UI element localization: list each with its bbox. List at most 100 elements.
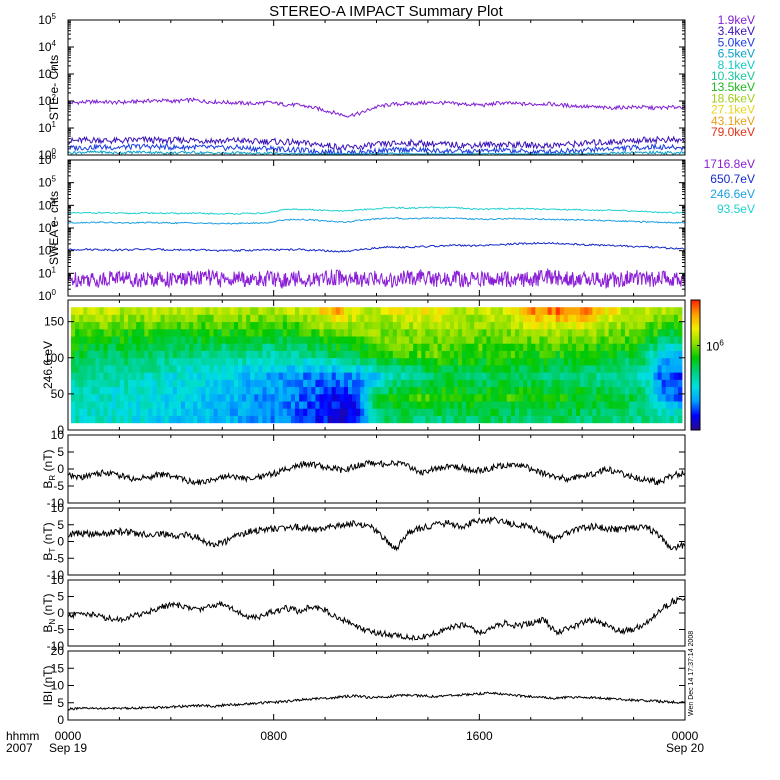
heatmap-cell <box>193 336 198 344</box>
heatmap-cell <box>278 408 284 416</box>
ste-ylabel: STE e- Cnts <box>47 55 61 120</box>
heatmap-cell <box>91 350 96 359</box>
heatmap-cell <box>555 321 561 330</box>
heatmap-cell <box>449 350 455 359</box>
heatmap-cell <box>258 386 263 395</box>
heatmap-cell <box>335 307 341 315</box>
heatmap-cell <box>225 372 231 380</box>
heatmap-cell <box>551 350 557 359</box>
heatmap-cell <box>445 350 451 359</box>
heatmap-cell <box>83 365 88 373</box>
panel-frame <box>67 579 686 647</box>
heatmap-cell <box>673 343 679 351</box>
heatmap-cell <box>519 343 524 351</box>
heatmap-cell <box>119 365 125 373</box>
heatmap-cell <box>347 386 353 395</box>
heatmap-cell <box>262 357 267 366</box>
y-tick-label: 10 <box>51 501 65 515</box>
heatmap-cell <box>437 307 443 315</box>
heatmap-cell <box>392 365 398 373</box>
heatmap-cell <box>197 386 202 395</box>
heatmap-cell <box>629 393 634 402</box>
heatmap-cell <box>576 336 581 344</box>
heatmap-cell <box>506 357 512 366</box>
heatmap-cell <box>665 314 671 323</box>
heatmap-cell <box>213 343 219 351</box>
heatmap-cell <box>645 386 650 395</box>
heatmap-cell <box>498 415 504 424</box>
heatmap-cell <box>417 393 422 402</box>
heatmap-cell <box>494 357 500 366</box>
heatmap-cell <box>286 314 292 323</box>
heatmap-cell <box>79 393 84 402</box>
heatmap-cell <box>539 386 544 395</box>
heatmap-cell <box>262 350 267 359</box>
heatmap-cell <box>295 365 300 373</box>
heatmap-cell <box>616 350 622 359</box>
heatmap-cell <box>262 415 267 424</box>
heatmap-cell <box>380 328 386 337</box>
heatmap-cell <box>372 393 377 402</box>
heatmap-cell <box>189 386 194 395</box>
heatmap-cell <box>148 386 153 395</box>
heatmap-cell <box>539 314 544 323</box>
heatmap-cell <box>563 379 569 388</box>
heatmap-cell <box>140 336 145 344</box>
heatmap-cell <box>453 321 459 330</box>
series-line-93.5eV <box>67 206 686 216</box>
heatmap-cell <box>136 314 141 323</box>
heatmap-cell <box>205 321 210 330</box>
heatmap-cell <box>527 372 532 380</box>
heatmap-cell <box>486 379 491 388</box>
heatmap-cell <box>197 357 202 366</box>
legend-650.7eV: 650.7eV <box>710 172 755 186</box>
heatmap-cell <box>197 307 202 315</box>
heatmap-cell <box>71 343 76 351</box>
heatmap-cell <box>384 357 390 366</box>
heatmap-cell <box>83 328 88 337</box>
heatmap-cell <box>319 314 324 323</box>
heatmap-cell <box>339 314 345 323</box>
heatmap-cell <box>356 314 361 323</box>
heatmap-cell <box>527 307 532 315</box>
heatmap-cell <box>274 321 280 330</box>
heatmap-cell <box>364 408 369 416</box>
heatmap-cell <box>250 357 255 366</box>
heatmap-cell <box>531 321 536 330</box>
heatmap-cell <box>242 408 247 416</box>
heatmap-cell <box>502 379 508 388</box>
heatmap-cell <box>193 307 198 315</box>
heatmap-cell <box>315 393 320 402</box>
heatmap-cell <box>213 365 219 373</box>
heatmap-cell <box>405 393 410 402</box>
heatmap-cell <box>429 393 434 402</box>
heatmap-cell <box>510 307 516 315</box>
heatmap-cell <box>339 415 345 424</box>
heatmap-cell <box>555 415 561 424</box>
heatmap-cell <box>531 393 536 402</box>
heatmap-cell <box>559 343 565 351</box>
heatmap-cell <box>669 401 675 409</box>
heatmap-cell <box>103 307 109 315</box>
heatmap-cell <box>111 393 117 402</box>
heatmap-cell <box>478 401 483 409</box>
heatmap-cell <box>425 386 430 395</box>
heatmap-cell <box>290 314 296 323</box>
heatmap-cell <box>620 321 626 330</box>
heatmap-cell <box>490 415 496 424</box>
heatmap-cell <box>295 393 300 402</box>
y-tick-label: 101 <box>38 120 56 135</box>
heatmap-cell <box>661 307 667 315</box>
heatmap-cell <box>282 415 288 424</box>
heatmap-cell <box>462 393 467 402</box>
heatmap-cell <box>152 415 157 424</box>
heatmap-cell <box>115 393 121 402</box>
heatmap-cell <box>164 401 170 409</box>
heatmap-cell <box>653 350 658 359</box>
heatmap-cell <box>193 415 198 424</box>
heatmap-cell <box>221 393 227 402</box>
heatmap-cell <box>665 343 671 351</box>
heatmap-cell <box>612 336 618 344</box>
heatmap-cell <box>364 307 369 315</box>
heatmap-cell <box>510 336 516 344</box>
